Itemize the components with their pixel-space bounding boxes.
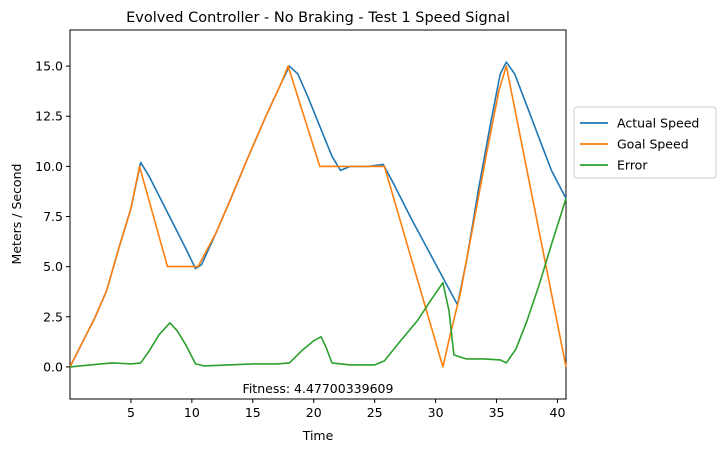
fitness-annotation: Fitness: 4.47700339609: [243, 381, 394, 396]
x-axis-ticks: 5 10 15 20 25 30 35 40: [127, 399, 566, 420]
chart-title: Evolved Controller - No Braking - Test 1…: [126, 10, 510, 26]
x-tick-label: 30: [428, 405, 444, 420]
series-line-error: [69, 198, 567, 368]
y-tick-label: 15.0: [35, 59, 63, 74]
y-tick-label: 2.5: [43, 309, 63, 324]
legend-label: Actual Speed: [617, 116, 699, 131]
y-axis-ticks: 0.0 2.5 5.0 7.5 10.0 12.5 15.0: [35, 59, 70, 374]
x-tick-label: 40: [550, 405, 566, 420]
x-tick-label: 25: [367, 405, 383, 420]
y-tick-label: 5.0: [43, 259, 63, 274]
x-tick-label: 15: [245, 405, 261, 420]
x-axis-label: Time: [302, 428, 334, 443]
y-tick-label: 7.5: [43, 209, 63, 224]
legend: Actual Speed Goal Speed Error: [573, 106, 717, 179]
series-line-actual-speed: [69, 61, 567, 368]
y-tick-label: 0.0: [43, 359, 63, 374]
y-tick-label: 12.5: [35, 109, 63, 124]
plot-area: [69, 29, 567, 400]
legend-box: [573, 106, 717, 179]
series-layer: [69, 61, 567, 368]
plot-frame: [69, 29, 567, 400]
x-tick-label: 35: [489, 405, 505, 420]
y-axis-label: Meters / Second: [9, 164, 24, 265]
legend-label: Error: [617, 158, 648, 173]
x-tick-label: 5: [127, 405, 135, 420]
series-line-goal-speed: [69, 65, 567, 368]
x-tick-label: 10: [184, 405, 200, 420]
legend-label: Goal Speed: [617, 137, 689, 152]
y-tick-label: 10.0: [35, 159, 63, 174]
x-tick-label: 20: [306, 405, 322, 420]
